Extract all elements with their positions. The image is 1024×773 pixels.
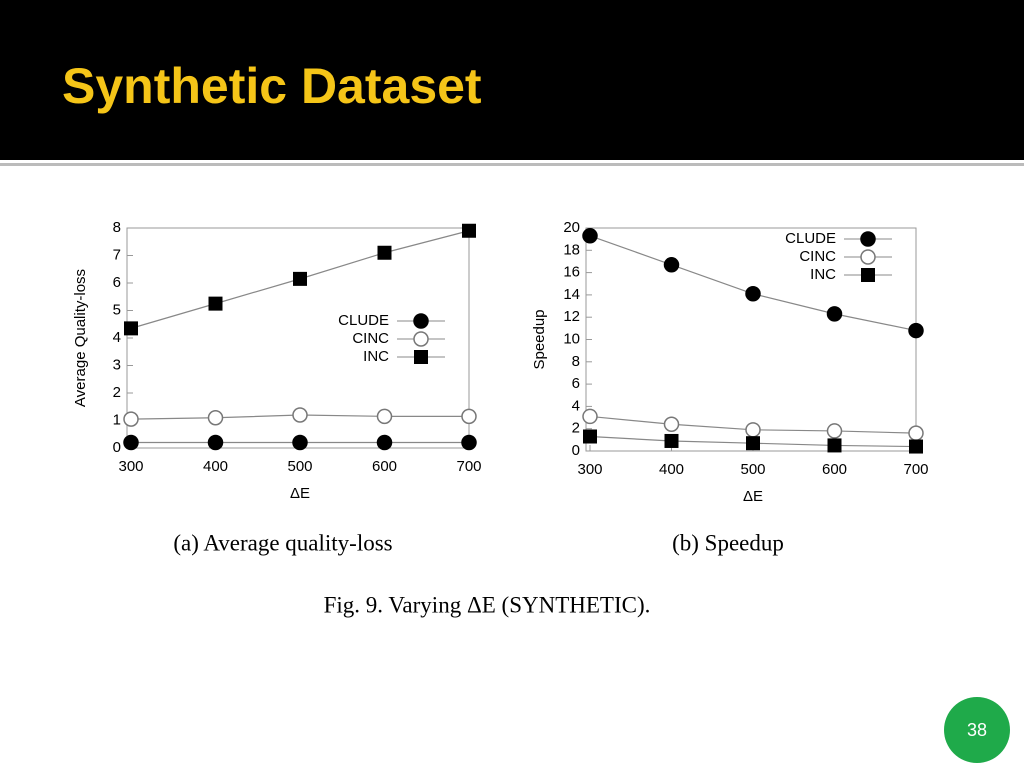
y-tick-label: 3 [113, 356, 121, 373]
legend-marker [413, 331, 429, 347]
marker [583, 429, 597, 444]
legend-marker [414, 350, 428, 364]
legend-marker [413, 313, 429, 329]
legend-marker [860, 231, 876, 247]
y-tick-label: 8 [572, 353, 580, 370]
x-tick-label: 300 [118, 458, 143, 475]
marker [207, 410, 224, 426]
x-tick-label: 400 [203, 458, 228, 475]
marker [745, 286, 761, 302]
y-tick-label: 14 [563, 286, 580, 303]
marker [123, 434, 139, 451]
marker [208, 296, 223, 311]
x-tick-label: 300 [577, 461, 602, 478]
page-number: 38 [967, 720, 987, 740]
y-tick-label: 5 [113, 301, 121, 318]
y-tick-label: 16 [563, 264, 580, 281]
marker [461, 434, 477, 451]
marker [376, 408, 393, 425]
caption: (b) Speedup [672, 530, 784, 555]
y-tick-label: 8 [113, 219, 121, 236]
marker [745, 422, 761, 438]
y-tick-label: 2 [113, 384, 121, 401]
marker [908, 322, 924, 339]
marker [292, 434, 308, 451]
marker [462, 223, 476, 238]
x-tick-label: 500 [740, 461, 765, 478]
header-band [0, 0, 1024, 160]
marker [826, 423, 843, 439]
x-tick-label: 700 [456, 458, 481, 475]
marker [123, 411, 139, 427]
marker [746, 436, 760, 451]
y-tick-label: 0 [113, 439, 121, 456]
marker [663, 257, 680, 273]
caption: (a) Average quality-loss [173, 530, 392, 555]
marker [582, 408, 598, 425]
marker [377, 245, 392, 260]
marker [293, 271, 307, 286]
y-tick-label: 10 [563, 330, 580, 347]
x-tick-label: 600 [822, 461, 847, 478]
header-rule [0, 163, 1024, 166]
x-axis-label: ΔE [743, 488, 763, 505]
y-tick-label: 12 [563, 308, 580, 325]
page-badge [944, 697, 1010, 763]
marker [292, 407, 308, 423]
legend-label: CINC [799, 248, 836, 265]
y-tick-label: 1 [113, 411, 121, 428]
y-tick-label: 7 [113, 246, 121, 263]
y-tick-label: 18 [563, 241, 580, 258]
marker [909, 439, 923, 454]
marker [124, 321, 138, 336]
y-tick-label: 6 [572, 375, 580, 392]
marker [826, 306, 843, 322]
legend-label: CLUDE [785, 230, 836, 247]
y-tick-label: 20 [563, 219, 580, 236]
x-tick-label: 400 [659, 461, 684, 478]
marker [827, 438, 842, 453]
marker [908, 425, 924, 441]
legend-label: INC [810, 266, 836, 283]
marker [582, 228, 598, 244]
marker [664, 433, 679, 448]
legend-marker [860, 249, 876, 265]
marker [376, 434, 393, 451]
marker [663, 416, 680, 432]
y-tick-label: 0 [572, 442, 580, 459]
legend-label: INC [363, 348, 389, 365]
legend-label: CLUDE [338, 312, 389, 329]
y-axis-label: Speedup [531, 309, 548, 369]
marker [207, 434, 224, 451]
x-tick-label: 600 [372, 458, 397, 475]
y-axis-label: Average Quality-loss [72, 269, 89, 407]
legend-label: CINC [352, 330, 389, 347]
legend-marker [861, 268, 875, 282]
x-tick-label: 700 [903, 461, 928, 478]
y-tick-label: 2 [572, 420, 580, 437]
slide-title: Synthetic Dataset [62, 58, 482, 114]
y-tick-label: 4 [572, 397, 580, 414]
y-tick-label: 4 [113, 329, 121, 346]
x-axis-label: ΔE [290, 485, 310, 502]
y-tick-label: 6 [113, 274, 121, 291]
figure-caption: Fig. 9. Varying ΔE (SYNTHETIC). [324, 592, 651, 617]
x-tick-label: 500 [287, 458, 312, 475]
marker [461, 408, 477, 425]
